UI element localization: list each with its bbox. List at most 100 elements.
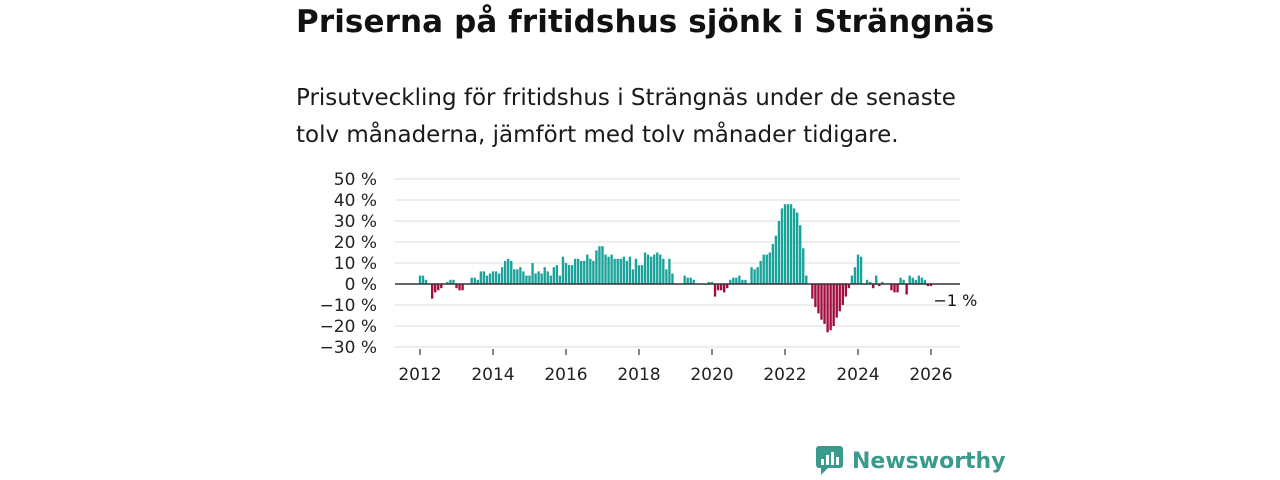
bar: [878, 284, 881, 287]
bar: [805, 275, 808, 284]
y-tick-label: 20 %: [334, 233, 377, 253]
bar: [434, 284, 437, 293]
bar: [640, 265, 644, 284]
bar: [686, 277, 689, 284]
bar: [507, 258, 510, 284]
bar: [656, 252, 659, 284]
bar: [449, 279, 452, 284]
bar: [510, 260, 513, 284]
bar: [726, 284, 729, 289]
bar: [756, 267, 759, 284]
bar: [762, 254, 765, 284]
bar: [613, 258, 616, 284]
bar: [555, 265, 559, 284]
bar: [865, 279, 869, 284]
bar: [494, 271, 498, 284]
bar: [497, 273, 501, 284]
bar: [564, 263, 568, 284]
subtitle-line-2: tolv månaderna, jämfört med tolv månader…: [296, 122, 899, 148]
bar: [546, 271, 549, 284]
bar: [859, 256, 863, 284]
bar: [513, 269, 516, 284]
bar: [558, 275, 562, 284]
bar: [722, 284, 726, 293]
bar: [625, 260, 629, 284]
bar: [868, 281, 872, 284]
bar: [452, 279, 455, 284]
bar: [786, 204, 790, 284]
bar: [838, 284, 841, 312]
bar: [619, 258, 622, 284]
bar: [573, 258, 577, 284]
bar: [732, 277, 735, 284]
bar: [552, 267, 556, 284]
bar: [598, 246, 601, 284]
subtitle-line-1: Prisutveckling för fritidshus i Strängnä…: [296, 85, 956, 111]
bar: [789, 204, 793, 284]
bar: [528, 275, 531, 284]
bar: [665, 269, 668, 284]
bar: [774, 235, 778, 284]
bar: [634, 258, 638, 284]
bar: [637, 265, 641, 284]
bar: [418, 275, 422, 284]
y-tick-label: −20 %: [320, 317, 377, 337]
y-tick-label: 10 %: [334, 254, 377, 274]
bar: [753, 269, 756, 284]
bar: [735, 277, 738, 284]
bar: [914, 279, 917, 284]
bar: [503, 260, 507, 284]
bar: [476, 279, 479, 284]
bar: [780, 208, 784, 284]
x-tick-label: 2018: [617, 365, 660, 385]
x-tick-label: 2026: [909, 365, 952, 385]
bar: [710, 281, 714, 284]
bar: [905, 284, 908, 295]
bar: [744, 279, 747, 284]
bar: [537, 271, 540, 284]
bar: [850, 275, 854, 284]
bar: [653, 254, 656, 284]
bar: [631, 269, 635, 284]
bar: [899, 277, 902, 284]
bar: [683, 275, 686, 284]
y-tick-label: −30 %: [320, 338, 377, 358]
bar: [525, 275, 528, 284]
bar: [671, 273, 674, 284]
bar: [893, 284, 896, 293]
bar: [920, 277, 924, 284]
bar: [458, 284, 461, 291]
bar: [470, 277, 473, 284]
bar: [649, 256, 653, 284]
bar: [461, 284, 464, 291]
bar: [707, 281, 711, 284]
bar: [561, 256, 565, 284]
bar: [689, 277, 692, 284]
bar: [814, 284, 817, 308]
bar: [811, 284, 814, 299]
bar-chart: 50 %40 %30 %20 %10 %0 %−10 %−20 %−30 % 2…: [320, 170, 978, 385]
bar: [430, 284, 434, 299]
bar: [713, 284, 717, 297]
x-tick-label: 2020: [690, 365, 733, 385]
x-tick-label: 2022: [763, 365, 806, 385]
bar: [908, 275, 911, 284]
bar: [875, 275, 878, 284]
bar: [473, 277, 476, 284]
bar: [479, 271, 483, 284]
brand-name: Newsworthy: [852, 448, 1006, 474]
bar: [799, 225, 802, 284]
bar: [829, 284, 832, 331]
bar: [841, 284, 844, 305]
bar: [917, 275, 921, 284]
bar: [929, 284, 933, 287]
bar: [424, 279, 428, 284]
bar: [765, 254, 768, 284]
bar: [719, 284, 723, 291]
brand-logo: Newsworthy: [815, 445, 1006, 477]
bar: [795, 212, 799, 284]
chart-title: Priserna på fritidshus sjönk i Strängnäs: [296, 4, 995, 40]
bar: [662, 258, 665, 284]
bar: [802, 248, 805, 284]
bar: [741, 279, 744, 284]
